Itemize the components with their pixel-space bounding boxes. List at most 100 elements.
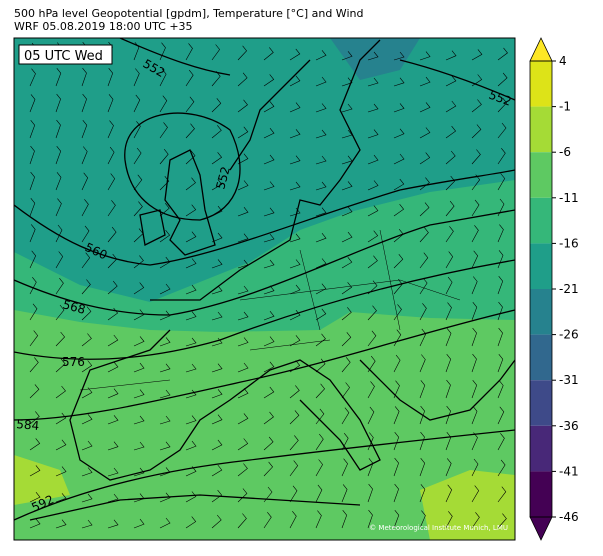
wind-barb: [367, 280, 378, 295]
wind-barb: [237, 126, 249, 139]
wind-barb: [55, 251, 64, 269]
wind-barb: [393, 51, 405, 61]
wind-barb: [263, 361, 275, 373]
wind-barb: [393, 329, 402, 347]
wind-barb: [237, 413, 249, 425]
colorbar-segment: [530, 334, 552, 381]
wind-barb: [419, 76, 431, 87]
colorbar-segment: [530, 152, 552, 198]
wind-barb: [55, 198, 62, 217]
wind-barb: [367, 458, 374, 477]
wind-barb: [263, 411, 274, 425]
wind-barb: [185, 363, 197, 373]
colorbar-tick-label: -1: [559, 100, 571, 114]
wind-barb: [471, 225, 479, 243]
colorbar-tick-label: -26: [559, 328, 579, 342]
wind-barb: [315, 258, 327, 269]
temp-field: [14, 38, 515, 302]
wind-barb: [419, 431, 425, 451]
wind-barb: [367, 129, 379, 139]
wind-barb: [55, 519, 67, 529]
wind-barb: [81, 467, 93, 477]
wind-barb: [133, 467, 145, 477]
wind-barb: [133, 42, 140, 61]
wind-barb: [315, 358, 326, 373]
wind-barb: [107, 200, 116, 217]
wind-barb: [133, 68, 140, 87]
colorbar: 4 -1 -6 -11 -16 -21 -26 -31 -36 -41 -46: [529, 37, 579, 541]
wind-barb: [263, 461, 273, 477]
wind-barb: [263, 74, 275, 87]
wind-barb: [497, 459, 506, 477]
wind-barb: [289, 511, 297, 529]
wind-barb: [55, 466, 67, 477]
wind-barb: [211, 125, 222, 139]
wind-barb: [81, 306, 92, 321]
contour-label: 552: [213, 165, 232, 191]
wind-barb: [289, 259, 301, 269]
wind-barb: [29, 303, 38, 321]
wind-barb: [133, 389, 145, 399]
wind-barb: [471, 458, 479, 477]
wind-barb: [445, 302, 452, 321]
wind-barb: [445, 200, 455, 217]
wind-barb: [471, 485, 480, 503]
wind-barb: [497, 276, 504, 295]
wind-barb: [419, 252, 429, 269]
wind-barb: [29, 94, 36, 113]
wind-barb: [393, 178, 405, 191]
wind-barb: [237, 72, 248, 87]
wind-barb: [159, 310, 171, 321]
wind-barb: [263, 436, 274, 451]
wind-barb: [419, 328, 427, 347]
colorbar-tick-label: -11: [559, 191, 579, 205]
map: [14, 38, 515, 540]
wind-barb: [315, 233, 327, 243]
wind-barb: [237, 45, 247, 61]
wind-barb: [29, 250, 37, 269]
coastline: [150, 39, 381, 301]
wind-barb: [471, 406, 478, 425]
wind-barb: [341, 382, 350, 399]
wind-barb: [367, 305, 377, 321]
wind-barb: [445, 226, 454, 243]
wind-barb: [471, 199, 480, 217]
wind-barb: [159, 203, 170, 217]
wind-barb: [107, 307, 119, 321]
wind-barb: [211, 179, 223, 191]
wind-barb: [315, 155, 327, 165]
wind-barb: [497, 327, 503, 347]
wind-barb: [29, 171, 35, 191]
colorbar-over: [529, 37, 553, 62]
wind-barb: [81, 440, 93, 451]
wind-barb: [107, 388, 119, 399]
wind-barb: [341, 181, 353, 191]
header-line-2: WRF 05.08.2019 18:00 UTC +35: [14, 20, 193, 33]
wind-barb: [263, 285, 275, 295]
wind-barb: [185, 231, 197, 243]
contour-label: 584: [16, 417, 40, 433]
wind-barb: [497, 224, 504, 243]
coastline: [69, 329, 381, 481]
wind-barb: [159, 492, 171, 503]
contour: [14, 169, 515, 266]
wind-barb: [29, 438, 41, 451]
wind-barb: [471, 353, 477, 373]
wind-barb: [159, 42, 166, 61]
wind-barb: [471, 250, 479, 269]
wind-barb: [133, 415, 145, 425]
wind-barb: [315, 207, 327, 217]
wind-barb: [341, 458, 348, 477]
wind-barb: [107, 493, 119, 503]
wind-barb: [289, 435, 299, 451]
wind-barb: [341, 357, 351, 373]
wind-barb: [497, 380, 504, 399]
wind-barb: [211, 205, 223, 217]
contour: [14, 259, 515, 360]
contour: [14, 209, 515, 316]
wind-barb: [211, 259, 223, 269]
wind-barb: [237, 337, 249, 347]
wind-barb: [289, 410, 300, 425]
wind-barb: [55, 224, 63, 243]
